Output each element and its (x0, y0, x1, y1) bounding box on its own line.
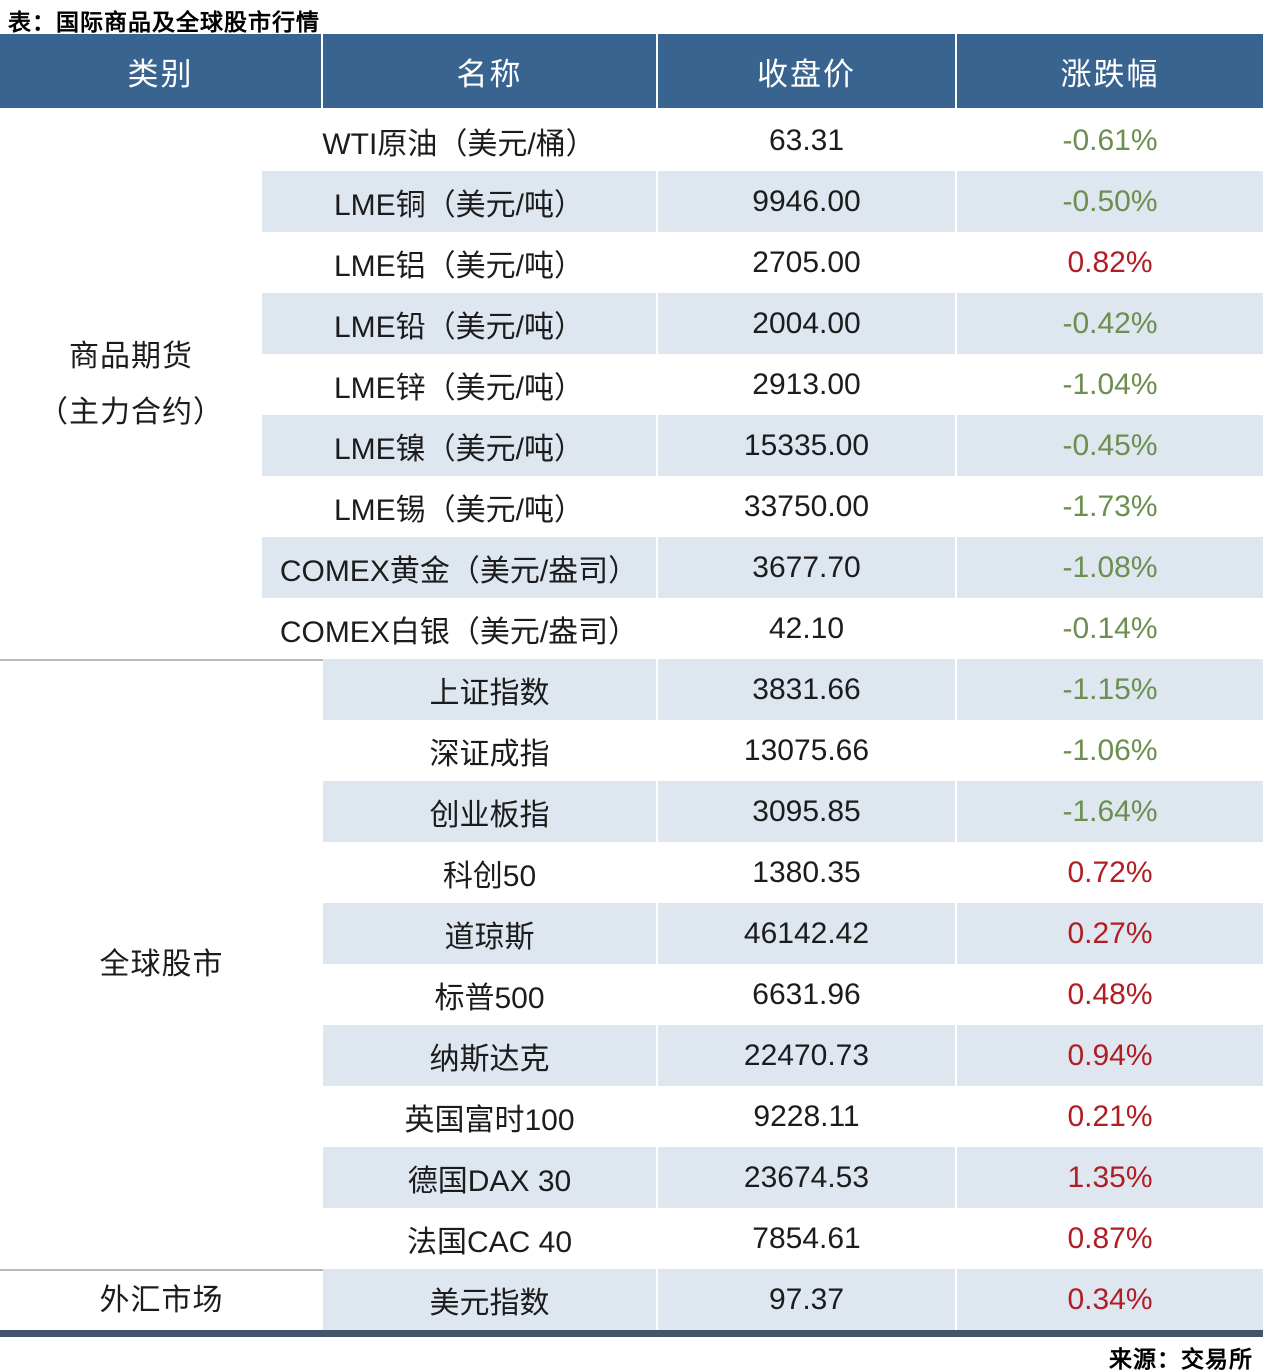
change-cell: 0.87% (957, 1208, 1263, 1269)
name-cell: 创业板指 (323, 781, 658, 842)
category-cell: 商品期货 （主力合约） (0, 110, 262, 659)
table-footer: 来源：交易所 (0, 1337, 1263, 1372)
name-cell: 纳斯达克 (323, 1025, 658, 1086)
name-cell: WTI原油（美元/桶） (262, 110, 658, 171)
close-cell: 3677.70 (658, 537, 957, 598)
change-cell: 0.27% (957, 903, 1263, 964)
close-cell: 22470.73 (658, 1025, 957, 1086)
close-cell: 63.31 (658, 110, 957, 171)
close-cell: 33750.00 (658, 476, 957, 537)
name-cell: LME铜（美元/吨） (262, 171, 658, 232)
change-cell: -1.15% (957, 659, 1263, 720)
change-cell: -1.04% (957, 354, 1263, 415)
col-header-change: 涨跌幅 (957, 34, 1263, 110)
col-header-category: 类别 (0, 34, 323, 110)
name-cell: LME镍（美元/吨） (262, 415, 658, 476)
category-cell: 外汇市场 (0, 1269, 323, 1330)
name-cell: COMEX黄金（美元/盎司） (262, 537, 658, 598)
close-cell: 42.10 (658, 598, 957, 659)
change-cell: -0.45% (957, 415, 1263, 476)
close-cell: 15335.00 (658, 415, 957, 476)
close-cell: 9946.00 (658, 171, 957, 232)
market-table: 类别 名称 收盘价 涨跌幅 商品期货 （主力合约） 全球股市外汇市场 WTI原油（美元… (0, 34, 1263, 1337)
category-cell: 全球股市 (0, 659, 323, 1269)
change-cell: -1.06% (957, 720, 1263, 781)
change-cell: 0.72% (957, 842, 1263, 903)
source-note: 来源：交易所 (1109, 1345, 1253, 1372)
col-header-name: 名称 (323, 34, 658, 110)
close-cell: 23674.53 (658, 1147, 957, 1208)
name-cell: 深证成指 (323, 720, 658, 781)
change-cell: 0.48% (957, 964, 1263, 1025)
close-cell: 2705.00 (658, 232, 957, 293)
name-cell: 标普500 (323, 964, 658, 1025)
name-cell: 美元指数 (323, 1269, 658, 1330)
close-cell: 46142.42 (658, 903, 957, 964)
close-cell: 97.37 (658, 1269, 957, 1330)
close-cell: 3095.85 (658, 781, 957, 842)
col-header-close: 收盘价 (658, 34, 957, 110)
table-title: 表：国际商品及全球股市行情 (8, 9, 320, 35)
name-cell: 法国CAC 40 (323, 1208, 658, 1269)
change-cell: 0.82% (957, 232, 1263, 293)
name-cell: 科创50 (323, 842, 658, 903)
name-cell: 德国DAX 30 (323, 1147, 658, 1208)
change-cell: -0.42% (957, 293, 1263, 354)
name-cell: COMEX白银（美元/盎司） (262, 598, 658, 659)
close-cell: 1380.35 (658, 842, 957, 903)
change-cell: 0.94% (957, 1025, 1263, 1086)
category-label: 外汇市场 (99, 1283, 224, 1317)
change-cell: -1.08% (957, 537, 1263, 598)
change-cell: 0.34% (957, 1269, 1263, 1330)
change-cell: 0.21% (957, 1086, 1263, 1147)
change-cell: 1.35% (957, 1147, 1263, 1208)
change-cell: -0.14% (957, 598, 1263, 659)
category-label: 全球股市 (99, 948, 224, 982)
close-cell: 2004.00 (658, 293, 957, 354)
close-cell: 6631.96 (658, 964, 957, 1025)
close-cell: 2913.00 (658, 354, 957, 415)
name-cell: 道琼斯 (323, 903, 658, 964)
category-label: （主力合约） (38, 395, 224, 429)
close-cell: 13075.66 (658, 720, 957, 781)
name-cell: 上证指数 (323, 659, 658, 720)
name-cell: 英国富时100 (323, 1086, 658, 1147)
change-cell: -1.64% (957, 781, 1263, 842)
name-cell: LME锡（美元/吨） (262, 476, 658, 537)
close-cell: 9228.11 (658, 1086, 957, 1147)
close-cell: 7854.61 (658, 1208, 957, 1269)
close-cell: 3831.66 (658, 659, 957, 720)
change-cell: -0.50% (957, 171, 1263, 232)
category-label: 商品期货 (69, 340, 193, 373)
change-cell: -1.73% (957, 476, 1263, 537)
name-cell: LME铅（美元/吨） (262, 293, 658, 354)
name-cell: LME铝（美元/吨） (262, 232, 658, 293)
name-cell: LME锌（美元/吨） (262, 354, 658, 415)
change-cell: -0.61% (957, 110, 1263, 171)
